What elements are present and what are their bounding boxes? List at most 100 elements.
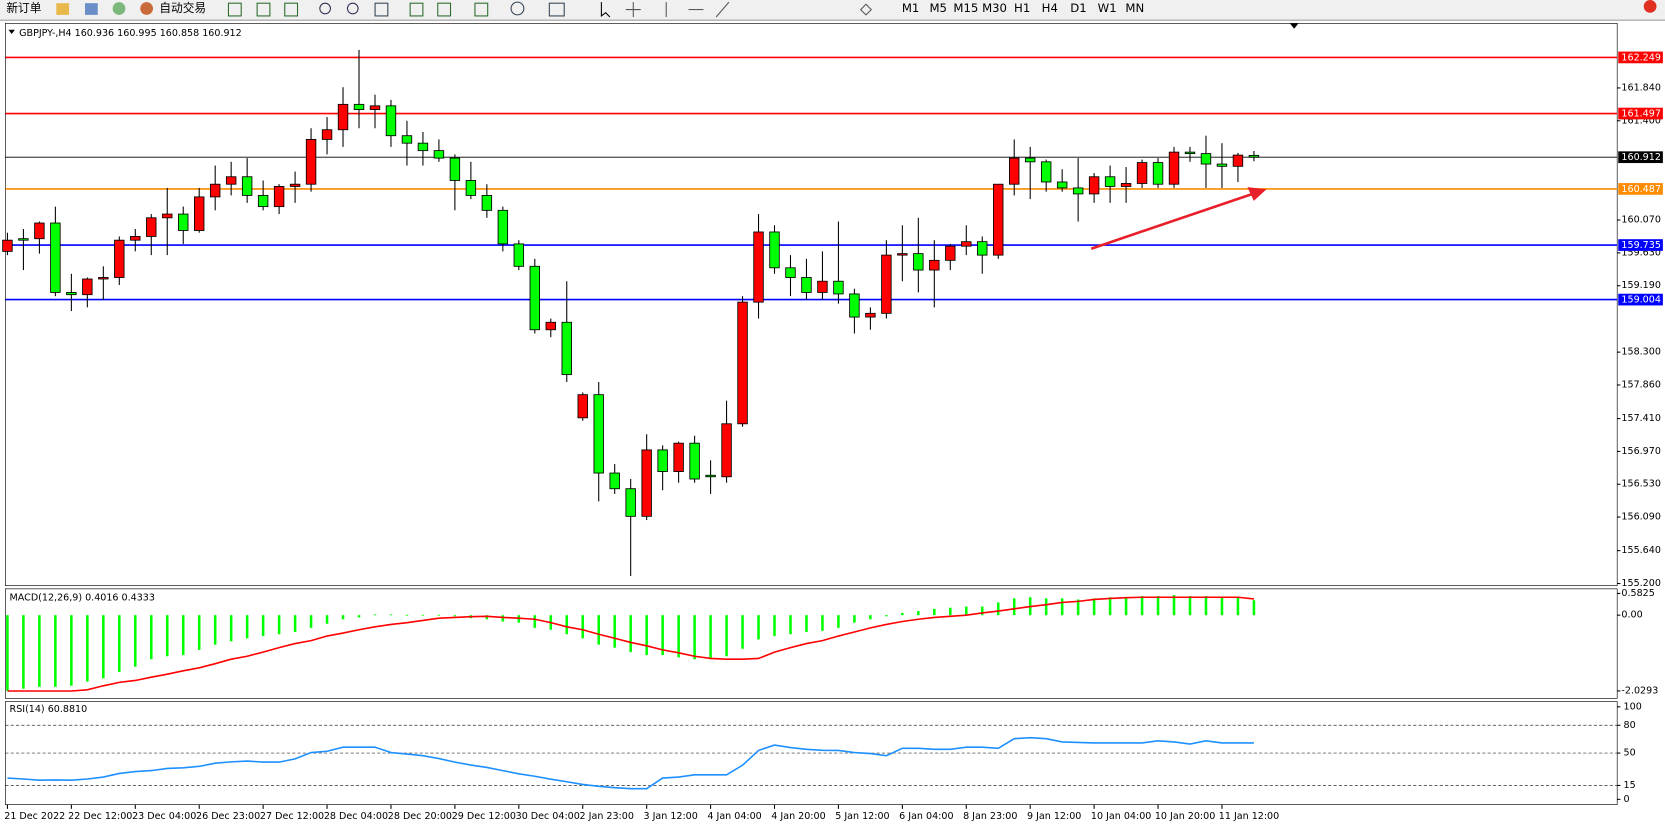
zoom-in[interactable] — [319, 2, 331, 15]
level-label-bg — [1618, 183, 1663, 195]
macd-bar — [661, 615, 664, 656]
macd-bar — [197, 615, 201, 650]
candle-body — [465, 180, 477, 196]
y-tick-label: 80 — [1624, 720, 1636, 731]
icon[interactable] — [85, 3, 98, 15]
candle-body — [577, 394, 588, 419]
icon[interactable] — [227, 2, 242, 17]
candle-body — [401, 135, 413, 144]
icon[interactable] — [56, 3, 70, 15]
macd-bar — [293, 615, 297, 632]
timeframe-button[interactable]: M5 — [929, 1, 946, 15]
cursor[interactable] — [600, 2, 611, 18]
macd-bar — [949, 607, 952, 616]
candle-body — [673, 442, 684, 472]
macd-bar — [709, 615, 712, 660]
candle-body — [769, 231, 780, 269]
macd-bar — [837, 615, 840, 628]
x-tick-label: 27 Dec 12:00 — [260, 811, 324, 822]
macd-bar — [181, 615, 185, 656]
macd-bar — [1172, 595, 1176, 616]
main-panel — [4, 23, 1618, 586]
x-tick-label: 28 Dec 04:00 — [324, 811, 388, 822]
macd-bar — [853, 615, 856, 623]
icon[interactable] — [374, 2, 389, 17]
candle-body — [1009, 157, 1020, 185]
icon[interactable] — [437, 2, 452, 17]
x-tick-label: 22 Dec 12:00 — [68, 811, 132, 822]
menu-marker — [8, 29, 15, 35]
y-tick-label: 156.090 — [1621, 512, 1660, 523]
high-readout: 160.995 — [117, 27, 156, 38]
new-order-button[interactable]: 新订单 — [6, 1, 41, 15]
x-tick-label: 26 Dec 23:00 — [196, 811, 260, 822]
macd-bar — [86, 615, 89, 682]
timeframe-button[interactable]: M15 — [953, 1, 978, 15]
x-tick-label: 9 Jan 12:00 — [1027, 811, 1081, 822]
icon[interactable] — [112, 2, 126, 15]
timeframe-button[interactable]: D1 — [1070, 1, 1086, 15]
macd-bar — [1140, 596, 1144, 616]
timeframe-button[interactable]: H1 — [1014, 1, 1030, 15]
timeframe-button[interactable]: H4 — [1042, 1, 1058, 15]
macd-bar — [421, 614, 425, 616]
macd-bar — [22, 615, 25, 689]
macd-bar — [693, 615, 696, 660]
zoom-out[interactable] — [346, 2, 359, 15]
icon[interactable] — [284, 2, 299, 17]
auto-trading-button[interactable]: 自动交易 — [159, 1, 206, 15]
macd-bar — [1108, 597, 1112, 616]
candle-body — [625, 488, 636, 517]
auto-trading-icon[interactable] — [140, 2, 154, 15]
icon[interactable] — [409, 2, 424, 17]
clock[interactable] — [510, 1, 525, 16]
candle-body — [241, 176, 253, 196]
y-tick-label: 15 — [1624, 780, 1636, 791]
macd-bar — [901, 612, 904, 616]
level-label: 162.249 — [1621, 52, 1660, 63]
candle-body — [785, 267, 796, 278]
icon[interactable] — [548, 2, 565, 17]
macd-bar — [501, 615, 505, 622]
candle-body — [337, 103, 349, 131]
signal-line — [7, 596, 1254, 692]
macd-bar — [405, 614, 409, 616]
symbol: GBPJPY-,H4 — [19, 27, 71, 38]
candle-body — [737, 301, 748, 425]
candle-body — [497, 209, 509, 245]
candle-body — [1120, 183, 1132, 187]
shift-marker — [1289, 23, 1299, 29]
candle-body — [1056, 181, 1068, 189]
macd-bar — [1204, 596, 1208, 616]
candle-body — [561, 321, 572, 375]
candle-body — [82, 278, 93, 296]
y-tick-label: 155.200 — [1621, 578, 1660, 589]
macd-bar — [565, 615, 569, 635]
candle-body — [321, 129, 333, 140]
timeframe-button[interactable]: M1 — [902, 1, 919, 15]
candle-body — [817, 280, 828, 293]
chart-header: GBPJPY-,H4 160.936 160.995 160.858 160.9… — [19, 27, 242, 38]
candle-body — [833, 280, 844, 295]
candle-body — [1024, 157, 1036, 163]
candle-body — [433, 150, 445, 159]
notification[interactable] — [1643, 0, 1657, 13]
trendline[interactable] — [715, 1, 730, 18]
y-tick-label: 157.860 — [1621, 379, 1660, 390]
candle-body — [2, 239, 13, 252]
y-tick-label: 161.400 — [1621, 115, 1660, 126]
macd-bar — [213, 615, 217, 645]
candle-body — [369, 105, 381, 111]
timeframe-button[interactable]: W1 — [1098, 1, 1117, 15]
macd-bar — [341, 615, 345, 620]
timeframe-button[interactable]: M30 — [982, 1, 1007, 15]
timeframe-button[interactable]: MN — [1125, 1, 1144, 15]
candle-body — [657, 449, 668, 472]
crosshair[interactable] — [625, 2, 641, 18]
macd-bar — [357, 615, 361, 618]
shapes[interactable] — [859, 3, 873, 16]
icon[interactable] — [474, 2, 489, 17]
icon[interactable] — [256, 2, 271, 17]
candle-body — [897, 253, 908, 256]
